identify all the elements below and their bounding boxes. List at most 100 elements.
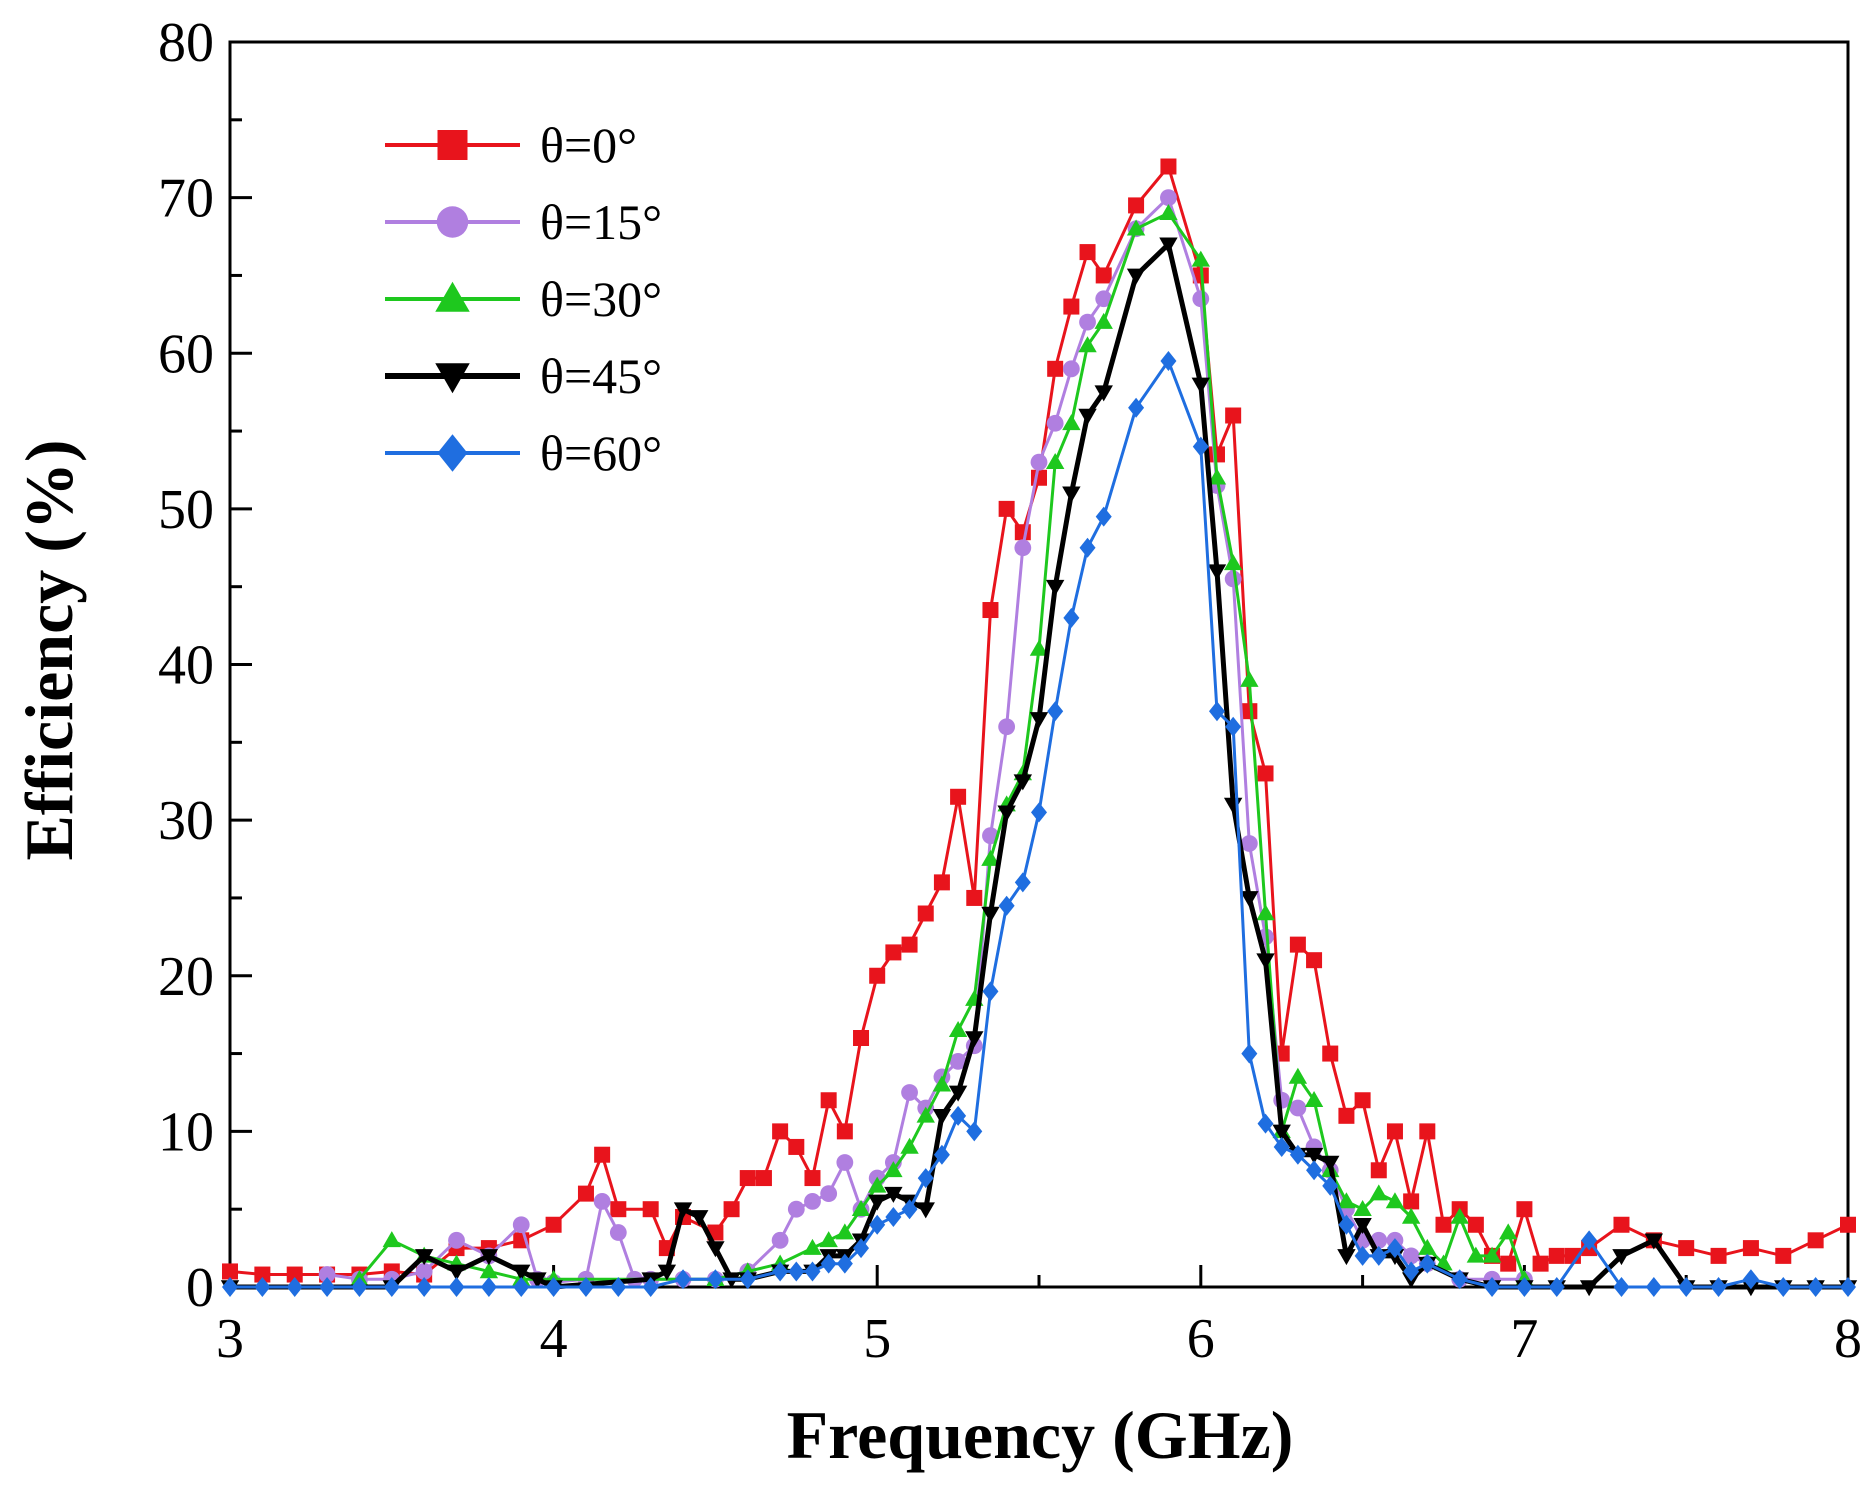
legend-label: θ=15° (540, 194, 662, 250)
series-1-point (772, 1123, 789, 1140)
series-3-point (1126, 219, 1146, 236)
legend-label: θ=0° (540, 117, 637, 173)
series-5-point (1419, 1253, 1436, 1274)
series-5-point (222, 1277, 238, 1297)
legend-marker (436, 206, 469, 238)
series-2-point (1046, 414, 1064, 432)
series-2-point (1160, 189, 1177, 207)
series-5-point (383, 1277, 400, 1297)
series-1-point (1532, 1255, 1549, 1272)
series-4-point (1337, 1249, 1356, 1266)
series-1-point (1225, 407, 1242, 424)
series-1-point (998, 500, 1015, 517)
series-5-point (1581, 1230, 1598, 1251)
y-tick-label: 40 (158, 635, 214, 697)
series-5-point (351, 1277, 368, 1297)
series-3-point (1353, 1199, 1372, 1216)
series-5-point (1840, 1277, 1856, 1297)
y-tick-label: 60 (158, 323, 214, 385)
series-5 (222, 351, 1856, 1297)
series-5-point (917, 1168, 934, 1189)
series-3-point (1256, 904, 1275, 921)
series-1-point (739, 1170, 756, 1187)
series-1-point (836, 1123, 853, 1140)
series-2-point (820, 1185, 838, 1203)
series-1-point (1775, 1247, 1792, 1264)
series-5-point (642, 1277, 659, 1297)
series-3-point (835, 1223, 855, 1240)
series-3-point (1159, 203, 1178, 220)
legend-label: θ=60° (540, 425, 662, 481)
series-5-point (707, 1269, 724, 1290)
series-5-point (1710, 1277, 1727, 1297)
series-2-point (1079, 313, 1096, 331)
series-2-point (804, 1193, 821, 1210)
series-3-point (1385, 1192, 1405, 1209)
series-1-point (1516, 1201, 1533, 1218)
legend-label: θ=45° (540, 348, 662, 404)
series-1-point (1063, 298, 1080, 315)
series-2-point (901, 1084, 918, 1101)
series-1-point (1241, 703, 1258, 720)
series-2-point (949, 1052, 967, 1070)
series-3-point (916, 1106, 935, 1123)
series-5-point (1403, 1261, 1420, 1282)
series-1-point (933, 874, 950, 891)
series-4-point (1612, 1249, 1631, 1266)
series-4-point (965, 1031, 984, 1048)
series-1-point (1338, 1107, 1355, 1124)
series-5-point (901, 1199, 918, 1220)
series-5-point (1338, 1214, 1355, 1235)
series-4-point (916, 1202, 935, 1219)
series-1-point (1160, 158, 1177, 175)
series-1-point (1014, 524, 1031, 541)
series-1-point (1047, 360, 1064, 377)
series-2-point (1062, 360, 1080, 378)
series-5-point (1079, 537, 1096, 558)
x-tick-label: 6 (1187, 1308, 1215, 1370)
series-2-point (1289, 1099, 1307, 1117)
series-5-point (480, 1277, 497, 1297)
series-2-point (1402, 1247, 1420, 1265)
series-1-point (1548, 1247, 1565, 1264)
x-tick-label: 7 (1510, 1308, 1538, 1370)
series-3-point (932, 1075, 952, 1092)
series-1-point (1840, 1216, 1856, 1233)
series-2-point (771, 1231, 789, 1249)
series-5-point (1208, 701, 1225, 722)
series-5-point (885, 1206, 902, 1227)
series-3-point (1240, 670, 1259, 687)
series-5-point (1354, 1245, 1371, 1266)
series-1-point (1322, 1045, 1339, 1062)
series-4-point (1029, 712, 1049, 729)
series-1-point (1403, 1193, 1420, 1210)
series-4-point (1644, 1233, 1664, 1250)
series-5-point (1241, 1043, 1258, 1064)
series-4-point (1045, 579, 1065, 596)
series-1-point (869, 967, 886, 984)
series-5-point (1192, 436, 1209, 457)
series-1-point (1742, 1240, 1759, 1257)
series-4-line (230, 241, 1848, 1290)
series-1-point (1370, 1162, 1387, 1179)
series-1-point (577, 1185, 594, 1202)
series-3-point (1029, 639, 1049, 656)
series-5-point (1775, 1277, 1792, 1297)
series-5-point (1742, 1269, 1759, 1290)
series-3-point (1418, 1238, 1437, 1255)
y-tick-label: 10 (158, 1101, 214, 1163)
series-3-point (1094, 312, 1113, 329)
series-4-point (1256, 953, 1275, 970)
series-1-point (820, 1092, 837, 1109)
series-5-point (1014, 872, 1031, 893)
series-4-point (706, 1241, 725, 1258)
series-3-point (819, 1231, 838, 1248)
series-5-point (836, 1253, 853, 1274)
series-5-point (869, 1214, 886, 1235)
series-5-point (1289, 1144, 1306, 1165)
series-1-point (1419, 1123, 1436, 1140)
legend-marker (437, 434, 468, 472)
y-tick-label: 80 (158, 12, 214, 74)
y-tick-label: 20 (158, 946, 214, 1008)
